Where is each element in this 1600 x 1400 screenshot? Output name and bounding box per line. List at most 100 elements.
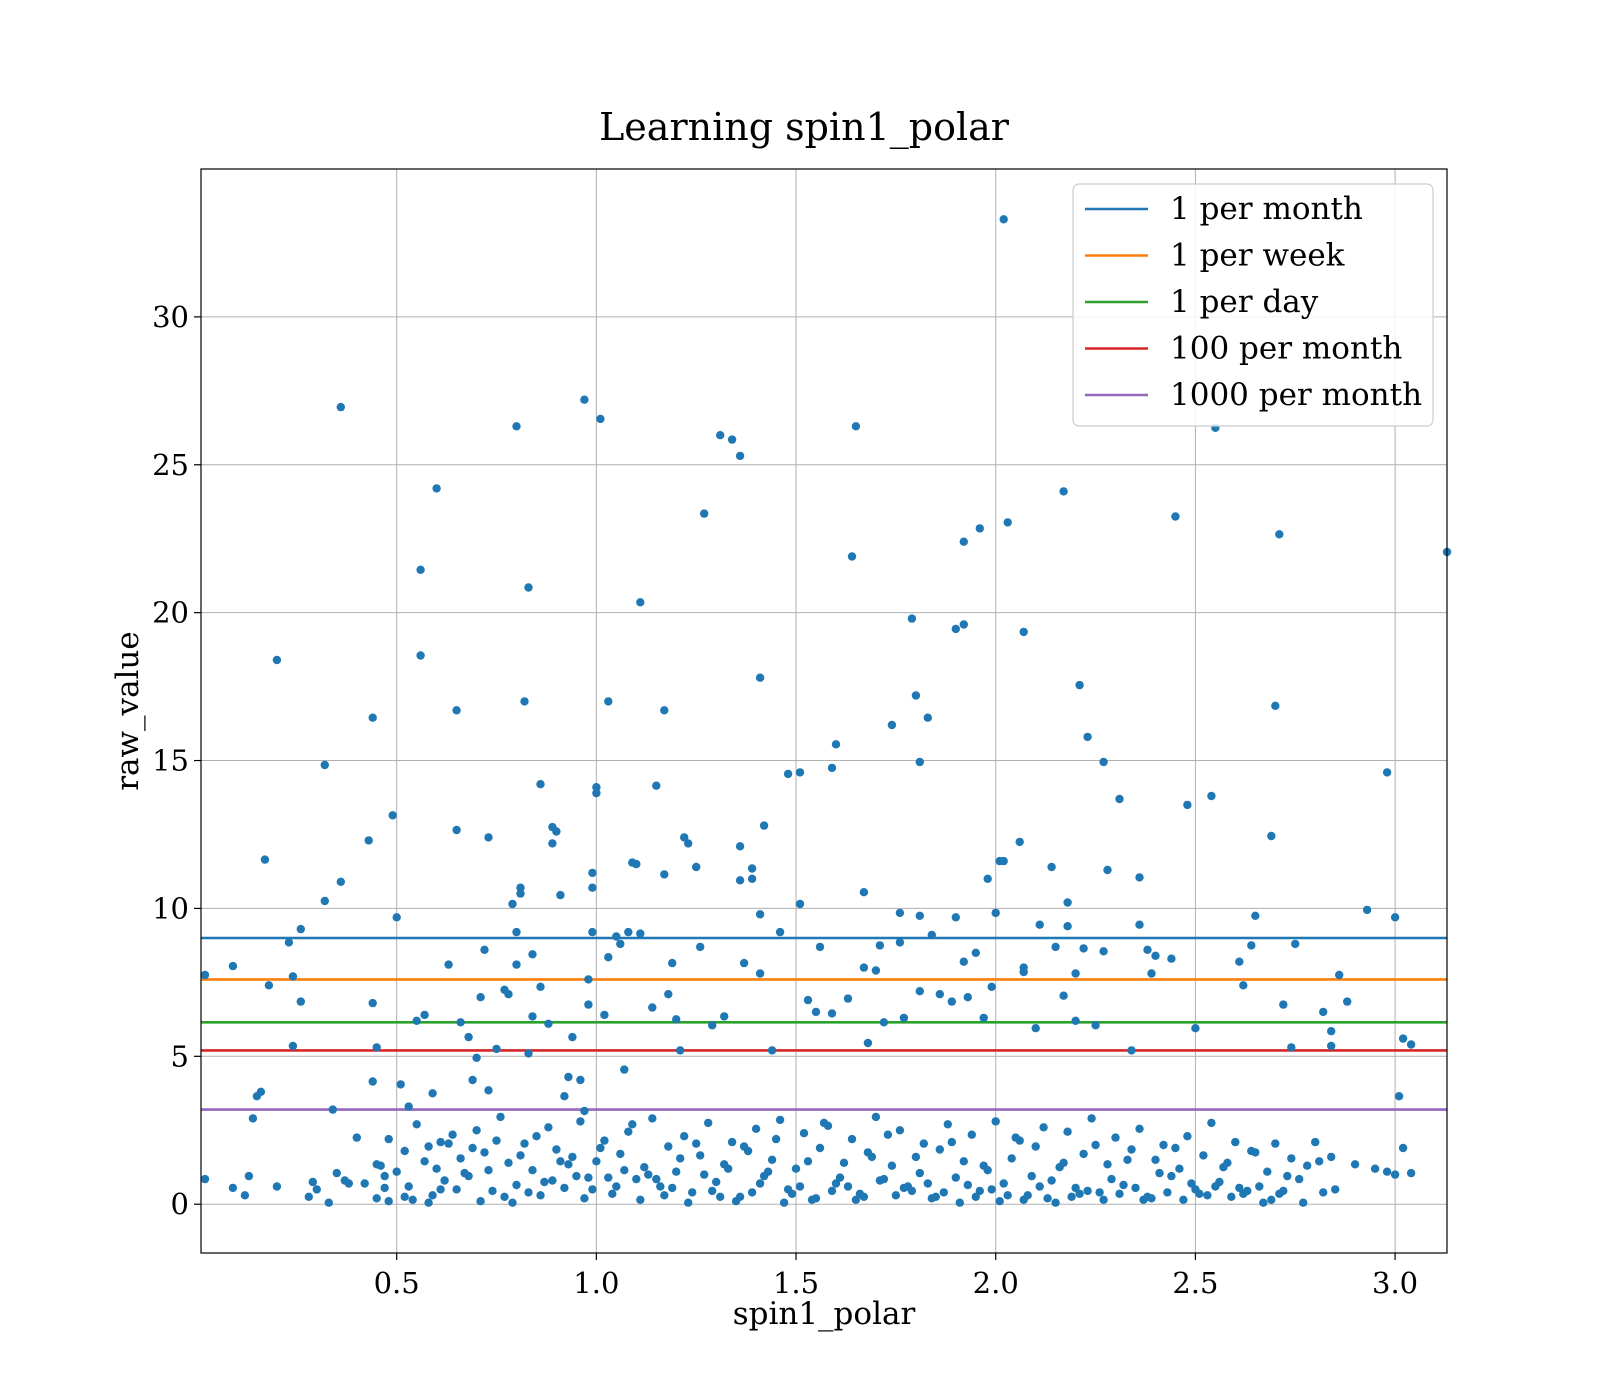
data-point [991, 908, 1000, 918]
data-point [887, 720, 897, 730]
data-point [963, 1180, 972, 1190]
data-point [1007, 1154, 1016, 1163]
data-point [532, 1132, 541, 1141]
data-point [1067, 1192, 1076, 1202]
data-point [492, 1136, 501, 1145]
plot-frame [200, 168, 1448, 1254]
data-point [536, 780, 545, 789]
data-point [1135, 920, 1144, 929]
data-point [320, 760, 329, 770]
data-point [1051, 942, 1060, 952]
data-point [200, 1174, 210, 1184]
data-point [1319, 1188, 1328, 1197]
data-point [260, 855, 270, 864]
data-point [1291, 939, 1300, 949]
data-point [747, 874, 757, 883]
data-point [384, 1134, 393, 1144]
data-point [436, 1185, 445, 1194]
data-point [907, 1186, 917, 1196]
data-point [755, 969, 765, 978]
data-point [851, 1195, 861, 1205]
data-point [508, 899, 517, 909]
data-point [1311, 1137, 1320, 1147]
data-point [1247, 941, 1256, 950]
data-point [368, 1077, 377, 1086]
data-point [1299, 1198, 1308, 1207]
data-point [1227, 1192, 1236, 1202]
data-point [1327, 1152, 1336, 1162]
data-point [1103, 865, 1112, 875]
data-point [1319, 1007, 1328, 1017]
data-point [939, 1188, 948, 1197]
data-point [1191, 1023, 1200, 1033]
data-point [1135, 1124, 1144, 1134]
data-point [716, 1192, 725, 1202]
data-point [1303, 1161, 1312, 1170]
data-point [512, 422, 521, 431]
data-point [907, 614, 917, 623]
data-point [528, 1012, 537, 1021]
data-point [1315, 1157, 1324, 1166]
data-point [608, 1189, 617, 1199]
data-point [799, 1129, 809, 1138]
data-point [524, 1188, 533, 1197]
data-point [412, 1016, 421, 1025]
data-point [648, 1003, 657, 1012]
data-point [895, 1126, 905, 1135]
data-point [456, 1018, 465, 1027]
data-point [871, 966, 881, 975]
data-point [875, 941, 885, 950]
data-point [528, 950, 537, 959]
data-point [763, 1167, 773, 1176]
data-point [248, 1114, 258, 1123]
data-point [432, 484, 441, 493]
data-point [624, 1127, 633, 1136]
data-point [735, 842, 745, 851]
data-point [1207, 791, 1216, 801]
data-point [1031, 1023, 1040, 1033]
data-point [1031, 1142, 1040, 1151]
data-point [492, 1044, 501, 1054]
data-point [240, 1191, 250, 1200]
data-point [859, 888, 869, 897]
legend-label: 1 per day [1170, 284, 1319, 320]
data-point [739, 1142, 749, 1151]
data-point [556, 890, 565, 900]
data-point [1071, 1016, 1080, 1025]
data-point [412, 1120, 421, 1129]
data-point [476, 993, 485, 1002]
data-point [1271, 701, 1280, 710]
data-point [1251, 1148, 1260, 1157]
data-point [1059, 487, 1068, 496]
data-point [472, 1053, 481, 1063]
data-point [1131, 1183, 1140, 1193]
data-point [1195, 1189, 1204, 1199]
data-point [767, 1155, 777, 1165]
data-point [664, 990, 673, 999]
data-point [935, 990, 944, 999]
data-point [296, 924, 305, 934]
data-point [815, 942, 825, 952]
data-point [987, 982, 996, 991]
data-point [1398, 1034, 1408, 1043]
data-point [1047, 1176, 1056, 1185]
data-point [228, 1183, 238, 1193]
data-point [851, 422, 861, 431]
data-point [859, 963, 869, 972]
data-point [668, 958, 677, 968]
data-point [887, 1161, 897, 1170]
data-point [1235, 1183, 1244, 1193]
data-point [915, 757, 924, 767]
data-point [1295, 1174, 1304, 1184]
data-point [839, 1158, 849, 1168]
data-point [1079, 944, 1088, 953]
data-point [692, 862, 701, 872]
data-point [819, 1118, 829, 1128]
data-point [636, 929, 645, 938]
data-point [520, 1139, 529, 1148]
legend-item: 1000 per month [1085, 377, 1422, 413]
data-point [580, 1106, 589, 1116]
data-point [943, 1120, 952, 1129]
data-point [708, 1186, 717, 1196]
data-point [428, 1191, 437, 1200]
